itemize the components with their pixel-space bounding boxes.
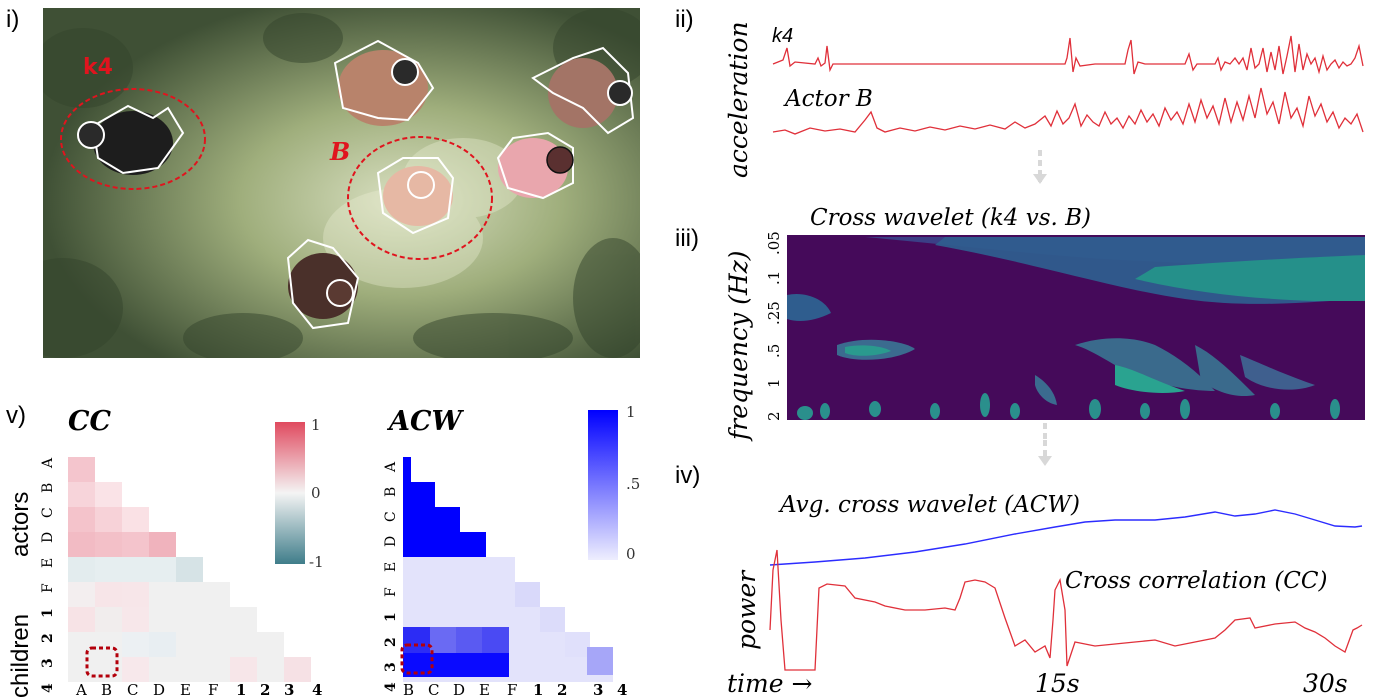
panel-label-iv: iv): [675, 462, 701, 489]
cross-wavelet-heatmap: [787, 235, 1365, 420]
cc-row-A: A: [40, 457, 56, 469]
cc-highlight-box: [85, 646, 119, 678]
acw-row-E: E: [383, 562, 399, 572]
series-label-k4: k4: [772, 25, 793, 47]
acw-cbar-tick-1: 1: [626, 403, 636, 421]
actor-k4-figure: [77, 104, 185, 175]
ytick-0.25: .25: [765, 301, 783, 325]
k4-highlight-circle: [60, 88, 206, 190]
photo-label-B: B: [329, 137, 350, 166]
actors-group-label: actors: [7, 492, 34, 557]
acw-col-1: 1: [533, 681, 543, 699]
B-highlight-circle: [347, 136, 493, 260]
cc-col-2: 2: [260, 681, 270, 699]
power-panel: Avg. cross wavelet (ACW) Cross correlati…: [727, 492, 1363, 698]
xtick-30s: 30s: [1303, 669, 1348, 698]
cc-row-4: 4: [40, 683, 56, 693]
acw-row-C: C: [383, 511, 399, 522]
frequency-ylabel: frequency (Hz): [724, 250, 753, 442]
cc-matrix-panel: CC actors children A B C D E F 1 2 3 4 A…: [7, 406, 324, 699]
cc-col-F: F: [208, 681, 218, 699]
down-arrow-icon: [1038, 440, 1052, 466]
acw-row-D: D: [383, 536, 399, 547]
cc-col-3: 3: [284, 681, 294, 699]
acw-col-4: 4: [617, 681, 627, 699]
ytick-0.05: .05: [765, 231, 783, 255]
acw-matrix-panel: ACW A B C D E F 1 2 3 4 B C D E F 1: [383, 403, 640, 699]
xtick-15s: 15s: [1035, 669, 1080, 698]
acw-row-F: F: [383, 587, 399, 597]
acw-row-4: 4: [383, 682, 399, 692]
cc-cbar-tick-0: 0: [311, 484, 321, 502]
cc-row-E: E: [40, 558, 56, 568]
cc-trace: [769, 549, 1363, 671]
acw-cbar-tick-0: 0: [626, 545, 636, 563]
actor-right-figure: [531, 46, 635, 135]
acw-row-2: 2: [383, 637, 399, 647]
cc-row-1: 1: [40, 608, 56, 618]
acw-col-F: F: [507, 681, 517, 699]
acw-col-3: 3: [593, 681, 603, 699]
actor-pink-figure: [496, 131, 574, 200]
acceleration-ylabel: acceleration: [724, 21, 753, 178]
cc-cbar-tick-1: 1: [311, 416, 321, 434]
acw-col-C: C: [428, 681, 439, 699]
cross-wavelet-title: Cross wavelet (k4 vs. B): [810, 205, 1091, 231]
ytick-1: 1: [765, 378, 783, 388]
cc-col-1: 1: [236, 681, 246, 699]
acw-title: ACW: [386, 406, 464, 437]
cc-cbar-tick-neg1: -1: [309, 553, 324, 571]
cc-row-D: D: [40, 532, 56, 543]
cc-col-E: E: [180, 681, 191, 699]
overhead-photo: k4 B: [43, 8, 640, 358]
acw-row-1: 1: [383, 612, 399, 622]
cc-label: Cross correlation (CC): [1065, 568, 1327, 594]
cc-colorbar: [275, 422, 305, 564]
ytick-0.5: .5: [765, 344, 783, 358]
children-group-label: children: [7, 614, 34, 698]
acw-col-B: B: [403, 681, 414, 699]
acw-row-B: B: [383, 487, 399, 497]
cc-col-C: C: [127, 681, 138, 699]
ytick-2: 2: [765, 411, 783, 421]
actor-lower-figure: [286, 238, 360, 330]
photo-label-k4: k4: [83, 55, 113, 80]
panel-label-v: v): [6, 402, 26, 429]
cc-row-C: C: [40, 507, 56, 518]
cc-col-4: 4: [312, 681, 322, 699]
acw-col-E: E: [479, 681, 490, 699]
acw-row-A: A: [383, 461, 399, 473]
acw-cbar-tick-half: .5: [626, 475, 640, 493]
acw-col-D: D: [453, 681, 465, 699]
actor-B-figure: [376, 157, 455, 235]
acw-colorbar: [588, 410, 618, 560]
cc-col-A: A: [75, 681, 87, 699]
panel-label-iii: iii): [675, 225, 699, 252]
cc-title: CC: [68, 406, 111, 437]
ytick-0.1: .1: [765, 271, 783, 285]
cc-col-D: D: [153, 681, 165, 699]
cc-col-B: B: [101, 681, 112, 699]
cc-heatmap: [68, 457, 311, 682]
acw-heatmap: [400, 457, 613, 682]
power-ylabel: power: [732, 569, 761, 650]
cc-row-F: F: [40, 583, 56, 593]
acw-highlight-box: [400, 643, 434, 675]
panel-label-ii: ii): [675, 6, 694, 33]
cc-row-B: B: [40, 483, 56, 493]
acw-label: Avg. cross wavelet (ACW): [778, 492, 1080, 518]
time-xlabel: time →: [727, 669, 812, 698]
acw-row-3: 3: [383, 662, 399, 672]
k4-acceleration-trace: [772, 35, 1364, 75]
actor-b-acceleration-trace: [772, 87, 1364, 135]
actor-top-figure: [333, 39, 435, 126]
acw-col-2: 2: [557, 681, 567, 699]
acceleration-panel: acceleration k4 Actor B: [724, 21, 1364, 184]
cc-row-3: 3: [40, 658, 56, 668]
cross-wavelet-panel: Cross wavelet (k4 vs. B) frequency (Hz) …: [724, 205, 1365, 445]
series-label-actor-b: Actor B: [783, 86, 873, 112]
cc-row-2: 2: [40, 633, 56, 643]
acw-trace: [769, 509, 1363, 566]
panel-label-i: i): [6, 6, 20, 33]
